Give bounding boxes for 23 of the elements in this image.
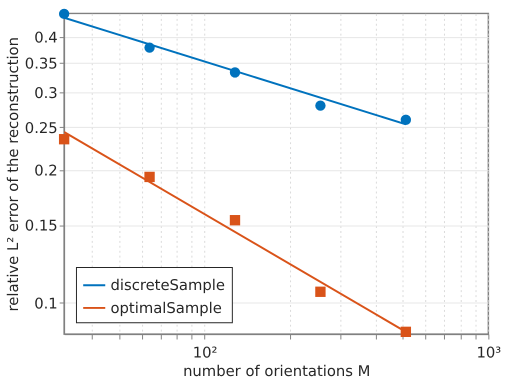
point: [315, 286, 326, 297]
x-tick-label: 10²: [192, 344, 218, 362]
y-axis-title: relative L² error of the reconstruction: [4, 37, 22, 312]
point: [58, 8, 70, 20]
y-tick-label: 0.15: [24, 218, 58, 235]
point: [400, 326, 412, 338]
point: [144, 172, 155, 182]
point: [230, 67, 240, 78]
y-tick-label: 0.2: [34, 162, 58, 180]
y-tick-label: 0.1: [34, 295, 58, 312]
x-axis-title: number of orientations M: [183, 363, 370, 380]
x-tick-label: 10³: [476, 344, 502, 362]
point: [144, 42, 155, 53]
y-tick-label: 0.25: [24, 120, 58, 137]
point: [315, 100, 326, 111]
y-tick-label: 0.3: [34, 84, 58, 102]
legend-label: discreteSample: [110, 277, 225, 294]
point: [400, 114, 412, 125]
y-tick-label: 0.4: [34, 30, 58, 47]
legend-label: optimalSample: [110, 300, 222, 317]
point: [230, 215, 240, 226]
point: [58, 134, 70, 144]
y-tick-label: 0.35: [24, 55, 58, 72]
